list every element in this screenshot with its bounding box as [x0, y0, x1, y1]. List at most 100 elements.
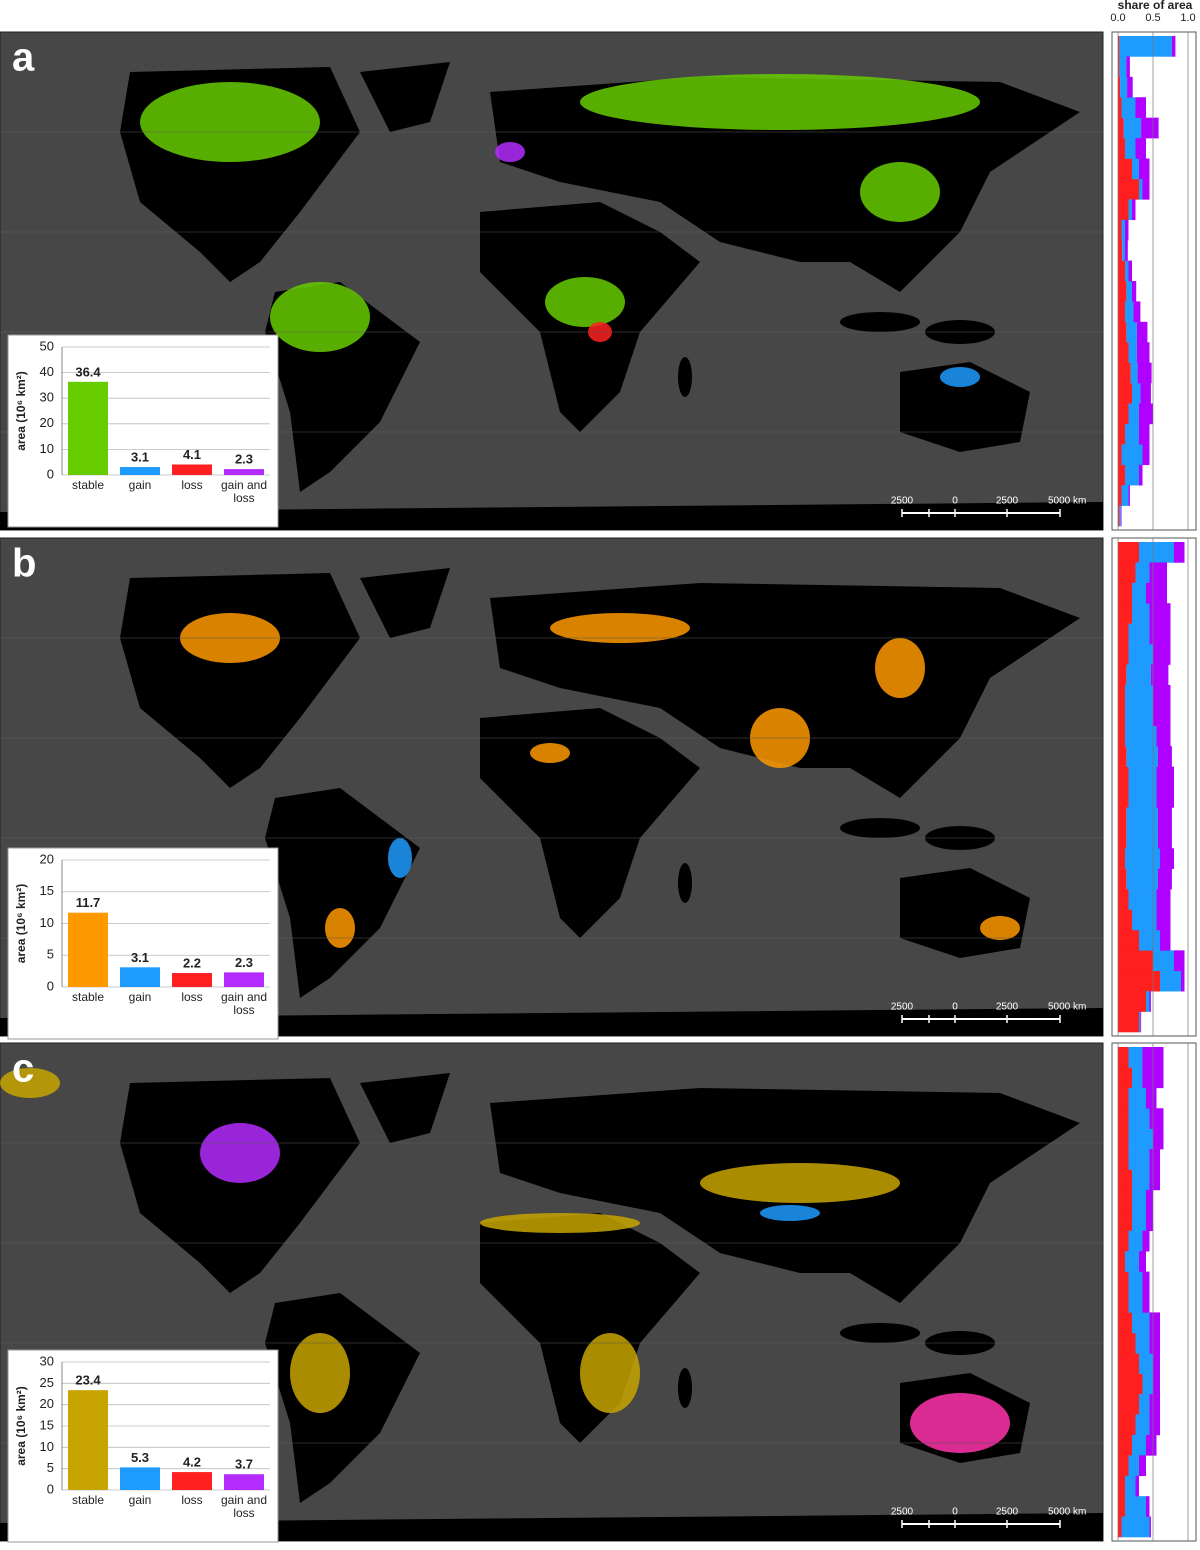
- scale-label: 0: [952, 496, 958, 507]
- land-cover-patch: [980, 916, 1020, 940]
- x-tick-label-box: gain and loss: [221, 991, 267, 1017]
- profile-segment: [1128, 342, 1137, 363]
- bar-inset: 0 5 10 15 20 area (10⁶ km²) 11.7 stable 3.1 gain 2…: [7, 847, 279, 1040]
- profile-segment: [1118, 848, 1125, 869]
- land-cover-patch: [388, 838, 412, 878]
- profile-segment: [1121, 97, 1136, 118]
- profile-segment: [1118, 362, 1131, 384]
- profile-segment: [1137, 362, 1152, 384]
- scale-label: 0: [952, 1002, 958, 1013]
- profile-title: share of area: [1118, 0, 1193, 12]
- land-cover-patch: [545, 277, 625, 327]
- profile-segment: [1118, 301, 1125, 323]
- profile-segment: [1118, 1455, 1129, 1477]
- bar: [120, 967, 160, 987]
- bar: [172, 464, 212, 475]
- profile-segment: [1118, 889, 1129, 910]
- profile-segment: [1130, 362, 1138, 384]
- x-tick-label-box: gain: [129, 1494, 152, 1507]
- profile-segment: [1118, 444, 1122, 466]
- x-tick-label: gain: [128, 991, 152, 1004]
- land-cover-patch: [530, 743, 570, 763]
- profile-segment: [1118, 623, 1129, 645]
- profile-segment: [1118, 582, 1132, 604]
- profile-segment: [1125, 464, 1139, 486]
- profile-segment: [1136, 342, 1150, 363]
- y-tick-label: 10: [40, 915, 54, 930]
- profile-segment: [1156, 889, 1171, 910]
- profile-segment: [1118, 260, 1125, 282]
- profile-segment: [1118, 684, 1125, 706]
- x-tick-label: gain: [128, 479, 152, 492]
- inset-box: [7, 1349, 279, 1543]
- profile-segment: [1118, 321, 1127, 343]
- profile-segment: [1118, 1011, 1139, 1033]
- profile-segment: [1174, 542, 1185, 563]
- profile-segment: [1118, 240, 1123, 261]
- profile-segment: [1153, 950, 1174, 972]
- profile-segment: [1153, 705, 1171, 727]
- profile-segment: [1118, 1149, 1129, 1170]
- profile-segment: [1126, 868, 1158, 890]
- profile-segment: [1140, 383, 1151, 404]
- land-cover-patch: [760, 1205, 820, 1221]
- y-tick-label: 5: [47, 947, 54, 962]
- value-label: 3.7: [235, 1457, 253, 1472]
- y-tick-label: 10: [40, 1439, 54, 1454]
- land-cover-patch: [580, 1333, 640, 1413]
- profile-segment: [1150, 664, 1169, 686]
- land-cover-patch: [580, 74, 980, 130]
- profile-segment: [1118, 1496, 1125, 1517]
- x-tick-label: 0.5: [1145, 12, 1160, 24]
- profile-segment: [1125, 725, 1157, 747]
- profile-segment: [1125, 240, 1128, 261]
- profile-segment: [1139, 1011, 1141, 1033]
- profile-segment: [1142, 1373, 1153, 1395]
- profile-segment: [1141, 117, 1159, 139]
- value-label: 2.2: [183, 955, 201, 970]
- profile-segment: [1132, 1189, 1146, 1211]
- profile-segment: [1139, 403, 1153, 425]
- profile-segment: [1120, 76, 1128, 98]
- profile-segment: [1128, 1292, 1143, 1313]
- value-label: 3.1: [131, 450, 149, 465]
- profile-segment: [1118, 746, 1127, 767]
- x-tick-label: stable: [71, 479, 105, 492]
- x-tick-label-box: stable: [71, 479, 105, 492]
- profile-segment: [1132, 1210, 1146, 1232]
- y-tick-label: 5: [47, 1460, 54, 1475]
- profile-segment: [1153, 1373, 1160, 1395]
- profile-segment: [1160, 848, 1174, 869]
- scale-label: 2500: [996, 1507, 1019, 1518]
- profile-segment: [1118, 464, 1125, 486]
- profile-segment: [1146, 1434, 1157, 1456]
- profile-segment: [1118, 562, 1136, 584]
- inset-box: [7, 334, 279, 528]
- profile-segment: [1118, 1475, 1125, 1497]
- profile-segment: [1160, 929, 1171, 951]
- profile-segment: [1122, 240, 1125, 261]
- profile-segment: [1118, 485, 1122, 506]
- x-tick-label: loss: [181, 1494, 203, 1507]
- y-tick-label: 0: [47, 466, 54, 481]
- profile-segment: [1157, 746, 1172, 767]
- land-cover-patch: [550, 613, 690, 643]
- inset-box: [7, 847, 279, 1040]
- profile-segment: [1118, 36, 1120, 57]
- profile-segment: [1125, 301, 1134, 323]
- profile-segment: [1149, 1414, 1160, 1436]
- profile-segment: [1157, 807, 1172, 829]
- profile-segment: [1149, 1516, 1151, 1538]
- profile-segment: [1135, 1475, 1139, 1497]
- profile-segment: [1135, 1414, 1150, 1436]
- land-cover-patch: [860, 162, 940, 222]
- profile-segment: [1118, 117, 1124, 139]
- profile-segment: [1128, 1230, 1143, 1252]
- scale-label: 2500: [891, 1002, 914, 1013]
- profile-segment: [1128, 623, 1150, 645]
- profile-segment: [1118, 219, 1122, 241]
- profile-segment: [1119, 36, 1172, 57]
- profile-segment: [1146, 1210, 1153, 1232]
- profile-segment: [1118, 1251, 1125, 1272]
- scale-label: 5000 km: [1048, 496, 1086, 507]
